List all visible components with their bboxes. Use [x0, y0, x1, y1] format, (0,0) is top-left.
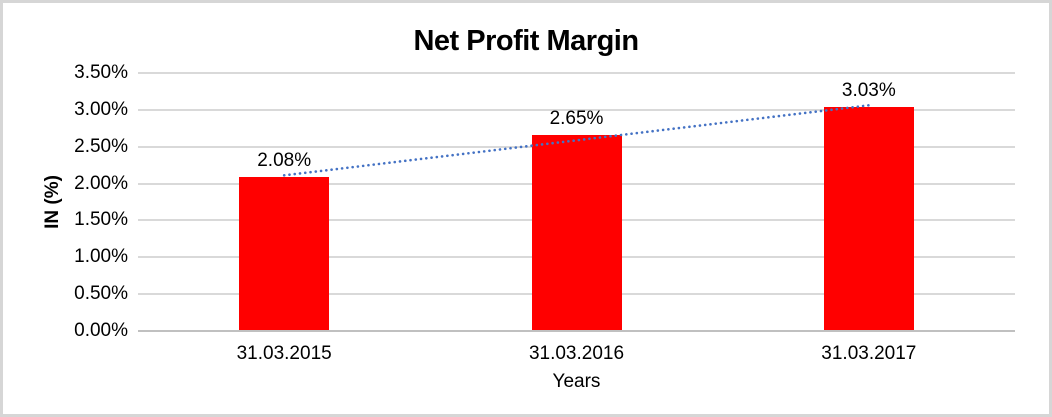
bar-data-label: 3.03% — [841, 79, 896, 101]
plot-area: 2.08% 2.65% 3.03% — [138, 72, 1015, 332]
gridline — [138, 72, 1015, 74]
chart-title: Net Profit Margin — [413, 25, 639, 57]
y-tick-label: 0.00% — [74, 320, 128, 341]
y-tick-label: 2.50% — [74, 135, 128, 157]
y-tick-label: 3.00% — [74, 98, 128, 120]
bar — [531, 134, 622, 330]
x-tick-label: 31.03.2017 — [821, 343, 917, 364]
y-tick-label: 3.50% — [74, 62, 128, 83]
y-tick-label: 2.00% — [74, 172, 128, 194]
x-axis-title: Years — [552, 371, 601, 392]
y-tick-label: 0.50% — [74, 283, 128, 305]
bar — [823, 106, 914, 330]
y-tick-label: 1.50% — [74, 209, 128, 231]
x-tick-label: 31.03.2016 — [528, 343, 625, 364]
bar-data-label: 2.08% — [257, 149, 312, 171]
bar — [239, 176, 330, 330]
bar-data-label: 2.65% — [549, 107, 604, 129]
x-axis-line — [138, 330, 1015, 332]
x-tick-label: 31.03.2015 — [236, 343, 332, 364]
y-tick-label: 1.00% — [74, 246, 128, 268]
